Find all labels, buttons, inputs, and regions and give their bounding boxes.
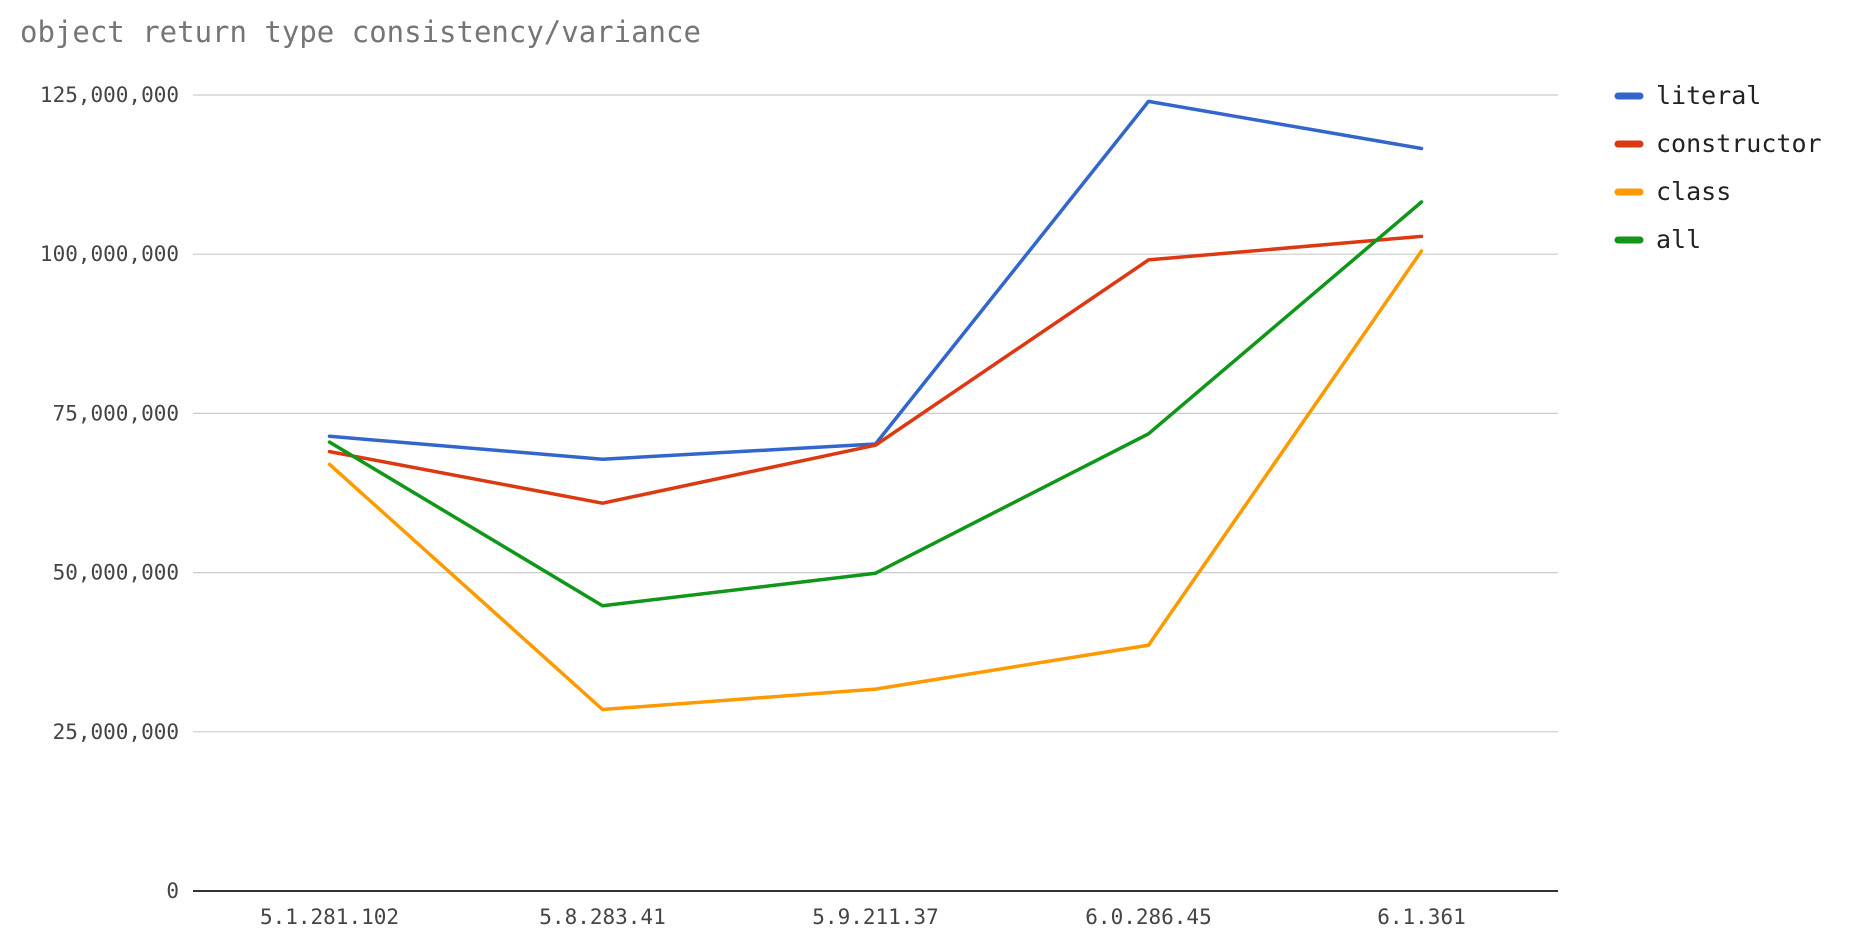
series-line-class — [327, 249, 1424, 712]
chart-title: object return type consistency/variance — [20, 15, 701, 49]
x-axis-ticks: 5.1.281.102 5.8.283.41 5.9.211.37 6.0.286.4… — [260, 905, 1466, 929]
series-lines — [327, 99, 1424, 712]
y-tick-label: 100,000,000 — [40, 242, 179, 266]
legend-label-class: class — [1656, 177, 1731, 206]
y-tick-label: 0 — [166, 879, 179, 903]
legend-label-all: all — [1656, 225, 1701, 254]
x-tick-label: 5.1.281.102 — [260, 905, 399, 929]
series-line-literal — [327, 99, 1424, 461]
y-tick-label: 75,000,000 — [53, 401, 179, 425]
x-tick-label: 6.0.286.45 — [1085, 905, 1211, 929]
x-tick-label: 5.8.283.41 — [539, 905, 665, 929]
series-line-all — [327, 200, 1424, 608]
gridlines — [193, 94, 1558, 892]
legend: literal constructor class all — [1614, 81, 1822, 254]
y-axis-ticks: 0 25,000,000 50,000,000 75,000,000 100,000,0… — [40, 83, 179, 903]
y-tick-label: 50,000,000 — [53, 561, 179, 585]
x-tick-label: 5.9.211.37 — [812, 905, 938, 929]
y-tick-label: 125,000,000 — [40, 83, 179, 107]
x-tick-label: 6.1.361 — [1377, 905, 1466, 929]
legend-label-literal: literal — [1656, 81, 1761, 110]
series-line-constructor — [327, 234, 1424, 505]
legend-label-constructor: constructor — [1656, 129, 1822, 158]
y-tick-label: 25,000,000 — [53, 720, 179, 744]
